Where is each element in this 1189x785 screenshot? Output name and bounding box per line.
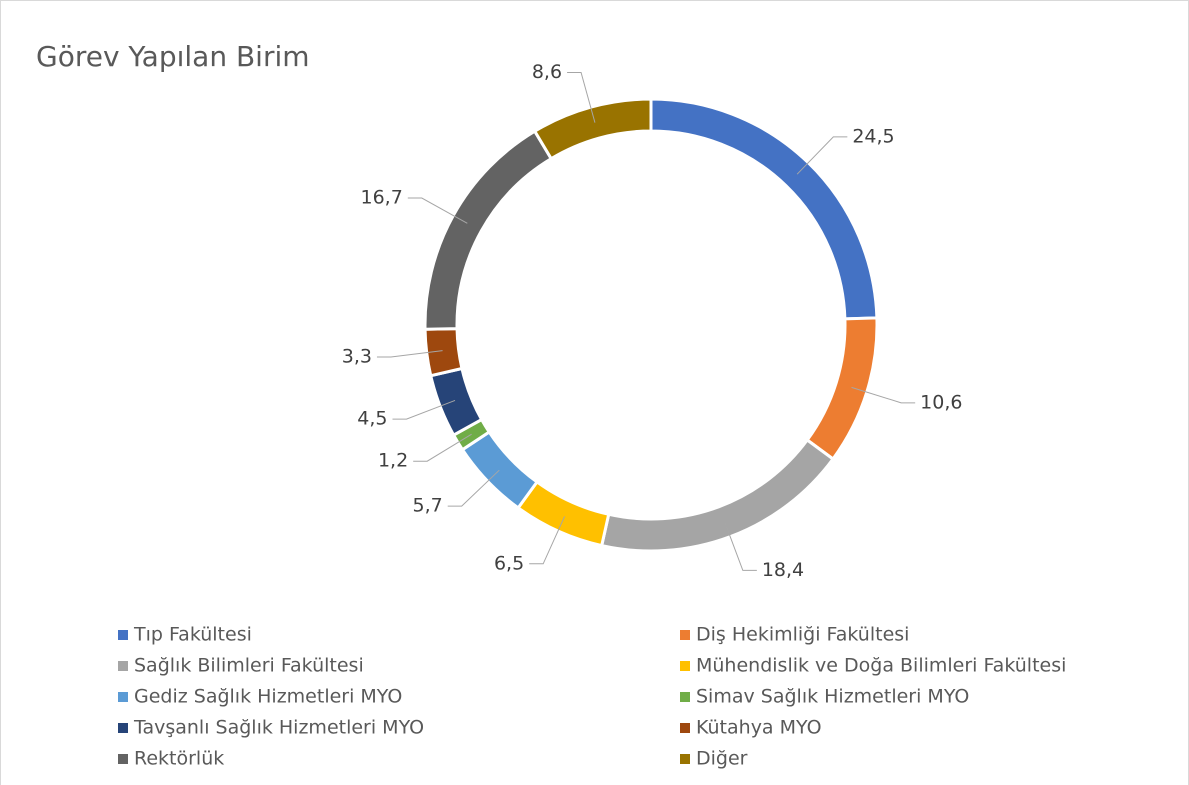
leader-line [796, 136, 848, 175]
legend-swatch [118, 754, 128, 764]
data-label: 16,7 [360, 187, 402, 209]
leader-line [567, 72, 596, 123]
legend-swatch [680, 754, 690, 764]
data-label: 4,5 [357, 408, 387, 430]
legend-label: Simav Sağlık Hizmetleri MYO [696, 686, 969, 708]
legend-label: Mühendislik ve Doğa Bilimleri Fakültesi [696, 655, 1066, 677]
legend-label: Rektörlük [134, 748, 224, 770]
data-label: 6,5 [494, 552, 524, 574]
leader-line [851, 386, 916, 404]
legend-swatch [118, 661, 128, 671]
legend-label: Kütahya MYO [696, 717, 822, 739]
data-label: 10,6 [920, 391, 962, 413]
leader-line [376, 350, 443, 358]
donut-segment [532, 97, 653, 161]
leader-line [413, 433, 472, 462]
data-label: 3,3 [342, 346, 372, 368]
data-label: 1,2 [378, 450, 408, 472]
legend-label: Diğer [696, 748, 748, 770]
data-label: 5,7 [412, 495, 442, 517]
legend-label: Tıp Fakültesi [133, 624, 252, 646]
legend-swatch [118, 723, 128, 733]
leader-line [447, 469, 500, 507]
data-label: 18,4 [762, 559, 804, 581]
legend-swatch [680, 661, 690, 671]
data-label: 24,5 [852, 125, 894, 147]
legend-swatch [680, 630, 690, 640]
legend-label: Diş Hekimliği Fakültesi [696, 624, 909, 646]
chart-title: Görev Yapılan Birim [36, 40, 310, 73]
legend-swatch [118, 630, 128, 640]
legend-label: Tavşanlı Sağlık Hizmetleri MYO [133, 717, 424, 739]
legend-label: Sağlık Bilimleri Fakültesi [134, 655, 364, 677]
legend-swatch [680, 692, 690, 702]
leader-line [392, 399, 456, 420]
leader-line [724, 521, 757, 571]
legend-swatch [118, 692, 128, 702]
legend-label: Gediz Sağlık Hizmetleri MYO [134, 686, 402, 708]
legend-swatch [680, 723, 690, 733]
leader-line [529, 516, 566, 565]
leader-line [407, 197, 468, 224]
data-label: 8,6 [532, 61, 562, 83]
